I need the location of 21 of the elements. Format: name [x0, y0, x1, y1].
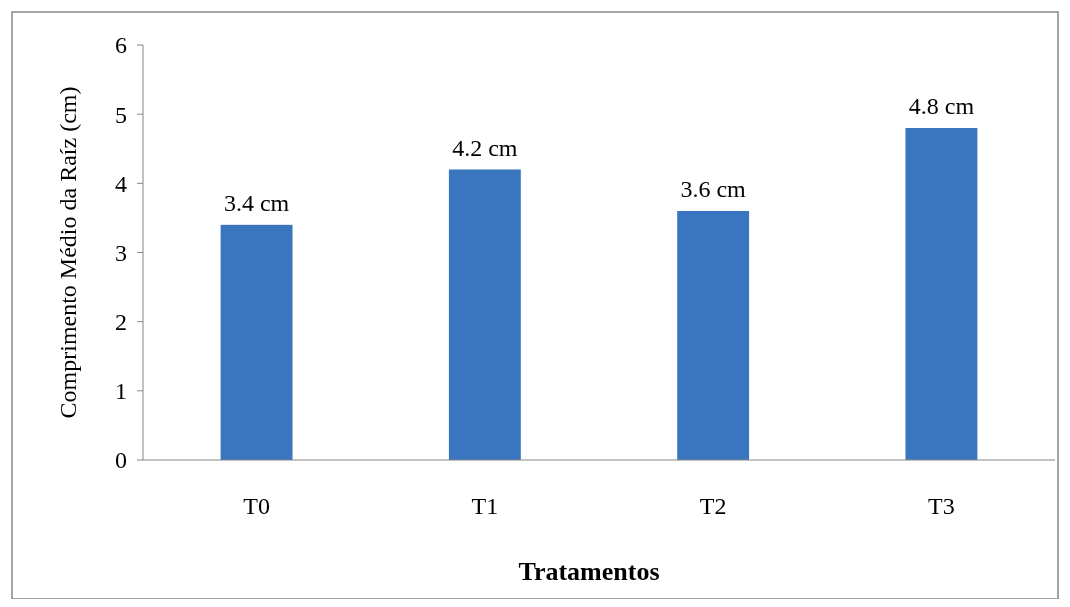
- data-label: 4.2 cm: [452, 134, 518, 161]
- x-tick-label: T1: [471, 493, 499, 519]
- data-label: 3.4 cm: [223, 189, 290, 216]
- data-label: 3.6 cm: [680, 176, 747, 202]
- data-label: 4.8 cm: [908, 93, 975, 119]
- x-tick-label: T3: [928, 493, 955, 519]
- y-tick-label: 6: [115, 32, 127, 59]
- y-tick-label: 4: [115, 170, 127, 197]
- y-tick-label: 2: [115, 309, 127, 336]
- x-tick-label: T0: [243, 493, 270, 519]
- y-tick-label: 3: [115, 239, 127, 266]
- y-axis-title: Comprimento Médio da Raíz (cm): [55, 86, 81, 419]
- y-tick-label: 0: [115, 447, 127, 474]
- bar: [677, 211, 750, 460]
- x-tick-label: T2: [699, 493, 727, 519]
- y-tick-label: 5: [115, 101, 127, 128]
- bar: [448, 169, 521, 460]
- y-tick-label: 1: [115, 378, 127, 405]
- bar: [220, 224, 293, 460]
- x-axis-title: Tratamentos: [518, 557, 660, 586]
- bar: [905, 128, 978, 460]
